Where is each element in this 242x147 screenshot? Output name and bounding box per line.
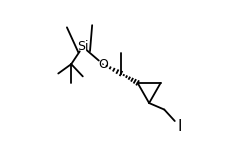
Text: O: O bbox=[98, 58, 108, 71]
Text: I: I bbox=[178, 119, 182, 134]
Text: Si: Si bbox=[77, 40, 89, 53]
